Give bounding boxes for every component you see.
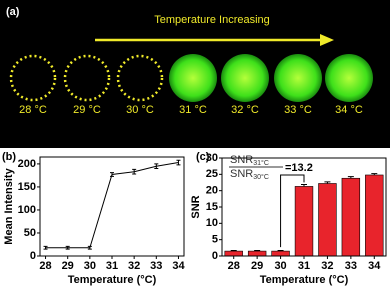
plot-frame — [221, 157, 387, 257]
error-bar — [277, 249, 284, 252]
error-bar — [154, 163, 159, 170]
error-bar — [301, 183, 307, 187]
error-bar — [87, 245, 92, 250]
x-tick-label: 31 — [298, 260, 310, 272]
sample-glow — [169, 54, 217, 102]
y-tick-label: 10 — [206, 217, 218, 229]
error-bar — [371, 173, 378, 175]
x-tick-label: 34 — [172, 260, 185, 272]
x-tick-label: 32 — [128, 260, 140, 272]
x-tick-label: 32 — [321, 260, 333, 272]
bar — [294, 186, 314, 257]
panel-label: (b) — [2, 151, 16, 163]
sample-glow — [221, 54, 269, 102]
bracket — [280, 174, 305, 248]
ratio-result: =13.2 — [285, 162, 313, 174]
sample-label: 34 °C — [335, 104, 363, 116]
sample-label: 31 °C — [179, 104, 207, 116]
bar — [341, 177, 361, 257]
x-tick-label: 30 — [274, 260, 286, 272]
y-tick-label: 200 — [18, 158, 36, 170]
bar — [271, 250, 290, 257]
ratio-num-main: SNR — [230, 154, 253, 166]
x-tick-label: 31 — [106, 260, 118, 272]
x-tick-label: 30 — [84, 260, 96, 272]
x-tick-label: 33 — [345, 260, 357, 272]
y-tick-label: 0 — [212, 250, 218, 262]
y-tick-label: 15 — [206, 201, 218, 213]
y-tick-label: 50 — [24, 227, 36, 239]
sample-label: 33 °C — [284, 104, 312, 116]
y-tick-label: 5 — [212, 234, 218, 246]
error-bar — [110, 172, 114, 177]
y-tick-label: 30 — [206, 152, 218, 164]
error-bar — [43, 245, 48, 250]
sample-glow — [274, 54, 322, 102]
x-tick-label: 28 — [228, 260, 240, 272]
error-bar — [347, 176, 354, 179]
x-tick-label: 28 — [39, 260, 51, 272]
x-tick-label: 34 — [368, 260, 381, 272]
error-bar — [132, 168, 137, 175]
error-bar — [254, 249, 261, 252]
ratio-numerator: SNR31°C — [230, 154, 269, 167]
sample-label: 30 °C — [126, 104, 154, 116]
x-axis-label: Temperature (°C) — [68, 274, 157, 286]
y-tick-label: 100 — [18, 204, 36, 216]
sample-label: 29 °C — [73, 104, 101, 116]
sample-label: 28 °C — [19, 104, 47, 116]
bar — [247, 250, 267, 257]
sample-empty — [116, 54, 164, 102]
panel-label: (c) — [196, 151, 210, 163]
sample-empty — [9, 54, 57, 102]
error-bar — [324, 181, 331, 184]
x-tick-label: 33 — [150, 260, 162, 272]
y-axis-label: Mean Intensity — [3, 167, 15, 244]
sample-label: 32 °C — [231, 104, 259, 116]
y-tick-label: 0 — [30, 250, 36, 262]
y-axis-label: SNR — [190, 195, 202, 218]
ratio-den-sub: 30°C — [253, 173, 269, 181]
sample-glow — [325, 54, 373, 102]
y-tick-label: 25 — [206, 168, 218, 180]
bar — [318, 183, 337, 257]
x-tick-label: 29 — [62, 260, 74, 272]
ratio-num-sub: 31°C — [253, 159, 269, 167]
x-tick-label: 29 — [251, 260, 263, 272]
arrow-head — [320, 34, 334, 46]
bar — [224, 250, 243, 257]
error-bar — [230, 249, 237, 252]
error-bar — [65, 245, 70, 250]
sample-empty — [63, 54, 111, 102]
ratio-denominator: SNR30°C — [230, 168, 269, 181]
bar — [365, 174, 384, 257]
ratio-den-main: SNR — [230, 168, 253, 180]
x-axis-label: Temperature (°C) — [260, 274, 349, 286]
y-tick-label: 20 — [206, 185, 218, 197]
panel-label: (a) — [6, 6, 20, 18]
error-bar — [176, 159, 181, 166]
plot-frame — [39, 156, 185, 257]
y-tick-label: 150 — [18, 181, 36, 193]
caption: Temperature Increasing — [154, 14, 270, 26]
